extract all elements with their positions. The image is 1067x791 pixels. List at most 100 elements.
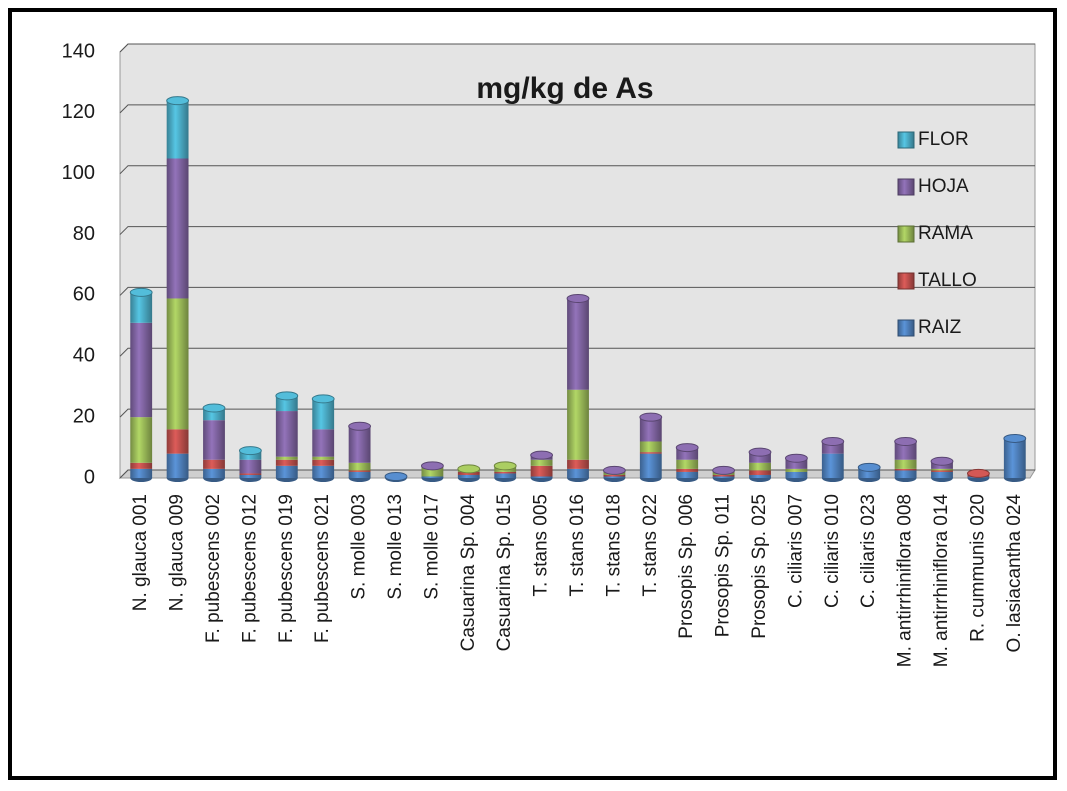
bar-segment: [712, 474, 735, 477]
bar-segment: [749, 474, 771, 478]
bar-segment: [457, 474, 480, 478]
bar-segment: [931, 468, 953, 471]
bar-segment: [348, 426, 371, 463]
cylinder-top: [857, 462, 881, 472]
y-tick-label: 140: [62, 40, 95, 62]
cylinder-top: [420, 461, 444, 471]
bar-segment: [275, 456, 298, 460]
cylinder-top: [602, 465, 626, 475]
bar-segment: [239, 474, 262, 478]
x-tick-label: T. stans 018: [603, 494, 624, 596]
bar-segment: [166, 158, 189, 299]
cylinder-top: [384, 471, 408, 481]
y-tick-label: 40: [73, 345, 95, 367]
bar-segment: [530, 465, 553, 477]
bar-segment: [567, 468, 589, 478]
cylinder-top: [129, 287, 153, 297]
bar-segment: [894, 470, 917, 478]
legend-label: RAMA: [918, 223, 973, 244]
bar-segment: [130, 417, 153, 463]
x-tick-label: M. antirrhiniflora 014: [931, 494, 952, 668]
bar-segment: [348, 462, 371, 471]
bar-segment: [239, 450, 262, 460]
y-tick-label: 120: [62, 101, 95, 123]
bar-segment: [676, 468, 699, 472]
bar-segment: [312, 429, 335, 457]
y-tick-label: 0: [84, 466, 95, 488]
x-tick-label: C. ciliaris 007: [785, 494, 806, 608]
cylinder-top: [639, 412, 663, 422]
bar-segment: [421, 476, 444, 478]
x-tick-label: Prosopis Sp. 025: [749, 494, 770, 639]
bar-segment: [567, 298, 589, 390]
x-tick-label: S. molle 013: [385, 494, 406, 600]
bar-segment: [931, 471, 953, 478]
bar-segment: [639, 441, 662, 453]
cylinder-top: [894, 436, 918, 446]
legend-swatch: [897, 178, 915, 196]
bar-segment: [166, 100, 189, 159]
grid-line: [119, 226, 1035, 235]
grid-line: [119, 286, 1035, 296]
bar-segment: [130, 468, 153, 478]
legend-swatch: [897, 272, 915, 290]
bar-segment: [749, 452, 771, 463]
bar-segment: [676, 459, 699, 469]
cylinder-top: [675, 443, 699, 453]
bar-segment: [457, 471, 480, 475]
bar-segment: [639, 453, 662, 478]
cylinder-top: [530, 450, 554, 460]
grid-line: [119, 347, 1035, 357]
y-tick-label: 100: [62, 162, 95, 184]
bar-segment: [894, 441, 917, 460]
bar-segment: [130, 462, 153, 469]
y-tick-label: 20: [73, 405, 95, 427]
bar-segment: [239, 473, 262, 475]
bar-segment: [203, 468, 225, 478]
y-tick-label: 80: [73, 223, 95, 245]
cylinder-top: [275, 391, 299, 401]
legend-label: TALLO: [918, 270, 977, 291]
x-tick-label: Prosopis Sp. 006: [676, 494, 697, 639]
legend-label: RAIZ: [918, 317, 962, 338]
cylinder-top: [238, 446, 262, 456]
cylinder-top: [821, 436, 845, 446]
x-tick-label: Casuarina Sp. 015: [494, 494, 515, 651]
grid-line: [119, 408, 1035, 418]
x-tick-label: F. pubescens 012: [239, 494, 260, 643]
bar-segment: [858, 467, 881, 478]
cylinder-top: [311, 394, 335, 404]
bar-segment: [348, 471, 371, 478]
bar-segment: [421, 467, 444, 477]
bar-segment: [894, 468, 917, 471]
x-tick-label: T. stans 016: [567, 494, 588, 596]
cylinder-top: [457, 464, 481, 474]
bar-segment: [1003, 438, 1026, 478]
bar-segment: [530, 476, 553, 478]
bar-segment: [785, 471, 808, 478]
cylinder-top: [784, 453, 808, 463]
bar-segment: [275, 465, 298, 478]
x-tick-label: T. stans 005: [531, 494, 552, 596]
y-tick-label: 60: [73, 284, 95, 306]
x-tick-label: S. molle 003: [349, 494, 370, 600]
bar-segment: [639, 452, 662, 454]
grid-line: [119, 43, 1035, 53]
bar-segment: [639, 417, 662, 442]
legend-label: FLOR: [918, 129, 969, 150]
x-tick-label: R. cummunis 020: [967, 494, 988, 642]
x-tick-label: F. pubescens 019: [276, 494, 297, 643]
bar-segment: [567, 459, 589, 469]
x-tick-label: F. pubescens 002: [203, 494, 224, 643]
bar-segment: [603, 476, 626, 478]
bar-segment: [712, 476, 735, 478]
bar-segment: [130, 292, 153, 323]
bar-segment: [275, 411, 298, 457]
bar-segment: [494, 473, 517, 478]
bar-segment: [785, 458, 808, 469]
cylinder-top: [966, 468, 990, 478]
bar-segment: [348, 470, 371, 472]
bar-segment: [166, 453, 189, 478]
x-tick-label: N. glauca 001: [130, 494, 151, 611]
